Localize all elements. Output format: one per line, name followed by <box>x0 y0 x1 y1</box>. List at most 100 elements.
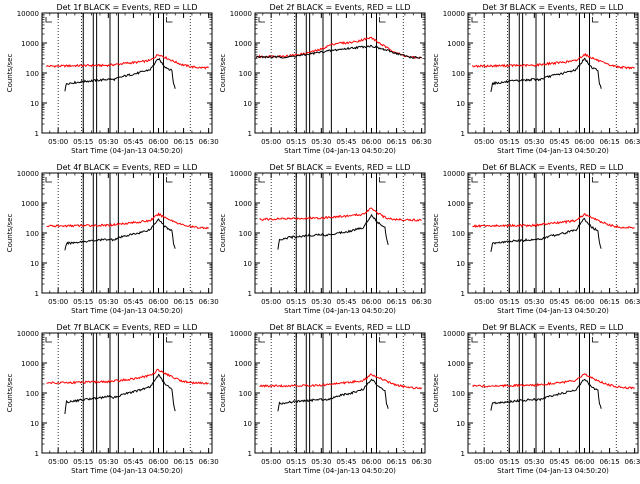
plot-title: Det 7f BLACK = Events, RED = LLD <box>56 323 197 332</box>
y-tick-label: 1 <box>248 130 252 138</box>
plot-area <box>46 173 209 293</box>
plot-frame <box>467 172 639 294</box>
x-axis-label: Start Time (04-Jan-13 04:50:20) <box>284 467 396 475</box>
plot-frame <box>41 172 213 294</box>
y-tick-label: 1000 <box>234 360 252 368</box>
y-axis-label: Counts/sec <box>432 374 440 413</box>
x-tick-label: 05:00 <box>261 138 281 146</box>
bracket-marker <box>592 337 599 343</box>
x-axis-label: Start Time (04-Jan-13 04:50:20) <box>284 307 396 315</box>
y-tick-label: 1000 <box>21 360 39 368</box>
x-axis-label: Start Time (04-Jan-13 04:50:20) <box>71 307 183 315</box>
plot-title: Det 4f BLACK = Events, RED = LLD <box>56 163 197 172</box>
y-axis-label: Counts/sec <box>219 374 227 413</box>
plot-area <box>472 173 635 293</box>
y-axis-label: Counts/sec <box>6 214 14 253</box>
x-axis-label: Start Time (04-Jan-13 04:50:20) <box>497 467 609 475</box>
x-tick-label: 05:45 <box>123 458 143 466</box>
det-panel-1: Det 1f BLACK = Events, RED = LLD 1 10 100 10… <box>6 3 219 155</box>
y-tick-label: 10 <box>456 260 465 268</box>
x-tick-label: 05:00 <box>48 298 68 306</box>
x-axis-label: Start Time (04-Jan-13 04:50:20) <box>497 147 609 155</box>
x-tick-label: 06:00 <box>574 138 594 146</box>
x-tick-label: 06:00 <box>574 458 594 466</box>
x-tick-label: 06:30 <box>199 458 219 466</box>
x-tick-label: 05:30 <box>524 138 544 146</box>
x-tick-label: 06:00 <box>361 138 381 146</box>
x-tick-label: 05:15 <box>286 138 306 146</box>
y-tick-label: 10000 <box>443 170 465 178</box>
x-tick-label: 06:30 <box>199 138 219 146</box>
plot-frame <box>254 332 426 454</box>
plot-area <box>46 13 210 133</box>
y-tick-label: 10 <box>30 100 39 108</box>
bracket-marker <box>379 177 386 183</box>
x-tick-label: 05:00 <box>48 458 68 466</box>
y-tick-label: 1000 <box>447 40 465 48</box>
x-tick-label: 05:45 <box>549 298 569 306</box>
events-series-line <box>64 218 176 251</box>
bracket-marker <box>379 17 386 23</box>
y-tick-label: 1000 <box>21 40 39 48</box>
y-tick-label: 10 <box>30 260 39 268</box>
bracket-marker <box>592 177 599 183</box>
x-axis-label: Start Time (04-Jan-13 04:50:20) <box>284 147 396 155</box>
x-tick-label: 05:30 <box>98 458 118 466</box>
x-tick-label: 05:30 <box>98 138 118 146</box>
det-panel-9: Det 9f BLACK = Events, RED = LLD 1 10 100 10… <box>432 323 640 475</box>
x-tick-label: 06:00 <box>361 298 381 306</box>
bracket-marker <box>45 177 52 183</box>
plot-title: Det 9f BLACK = Events, RED = LLD <box>482 323 623 332</box>
x-tick-label: 05:00 <box>474 298 494 306</box>
bracket-marker <box>45 17 52 23</box>
y-tick-label: 100 <box>452 230 465 238</box>
lld-series-line <box>255 36 422 60</box>
plot-title: Det 3f BLACK = Events, RED = LLD <box>482 3 623 12</box>
x-tick-label: 05:30 <box>311 298 331 306</box>
det-panel-7: Det 7f BLACK = Events, RED = LLD 1 10 100 10… <box>6 323 219 475</box>
y-tick-label: 10 <box>456 100 465 108</box>
x-tick-label: 05:15 <box>499 458 519 466</box>
y-tick-label: 1000 <box>447 200 465 208</box>
det-panel-3: Det 3f BLACK = Events, RED = LLD 1 10 100 10… <box>432 3 640 155</box>
lld-series-line <box>46 54 210 70</box>
x-tick-label: 06:15 <box>599 458 619 466</box>
x-tick-label: 05:00 <box>48 138 68 146</box>
y-tick-label: 10000 <box>17 170 39 178</box>
y-tick-label: 1 <box>35 450 39 458</box>
x-tick-label: 06:00 <box>148 138 168 146</box>
x-tick-label: 06:30 <box>412 458 432 466</box>
det-panel-5: Det 5f BLACK = Events, RED = LLD 1 10 100 10… <box>219 163 432 315</box>
det-panel-6: Det 6f BLACK = Events, RED = LLD 1 10 100 10… <box>432 163 640 315</box>
bracket-marker <box>258 337 265 343</box>
bracket-marker <box>471 177 478 183</box>
bracket-marker <box>258 17 265 23</box>
y-tick-label: 1 <box>461 450 465 458</box>
y-tick-label: 100 <box>26 70 39 78</box>
y-tick-label: 10 <box>456 420 465 428</box>
x-tick-label: 05:45 <box>549 458 569 466</box>
x-tick-label: 05:45 <box>549 138 569 146</box>
x-tick-label: 06:15 <box>173 458 193 466</box>
y-tick-label: 100 <box>239 230 252 238</box>
bracket-marker <box>379 337 386 343</box>
x-tick-label: 05:45 <box>123 298 143 306</box>
x-tick-label: 06:30 <box>625 298 640 306</box>
x-tick-label: 05:30 <box>98 298 118 306</box>
y-tick-label: 1000 <box>21 200 39 208</box>
y-tick-label: 10 <box>243 100 252 108</box>
x-tick-label: 06:00 <box>361 458 381 466</box>
x-tick-label: 05:30 <box>311 138 331 146</box>
y-tick-label: 1 <box>248 290 252 298</box>
x-tick-label: 05:15 <box>73 298 93 306</box>
bracket-marker <box>166 17 173 23</box>
y-tick-label: 10000 <box>443 330 465 338</box>
y-tick-label: 10000 <box>443 10 465 18</box>
plot-frame <box>254 12 426 134</box>
x-tick-label: 06:30 <box>199 298 219 306</box>
y-tick-label: 1000 <box>234 200 252 208</box>
x-tick-label: 06:15 <box>173 138 193 146</box>
y-axis-label: Counts/sec <box>219 54 227 93</box>
x-axis-label: Start Time (04-Jan-13 04:50:20) <box>71 467 183 475</box>
